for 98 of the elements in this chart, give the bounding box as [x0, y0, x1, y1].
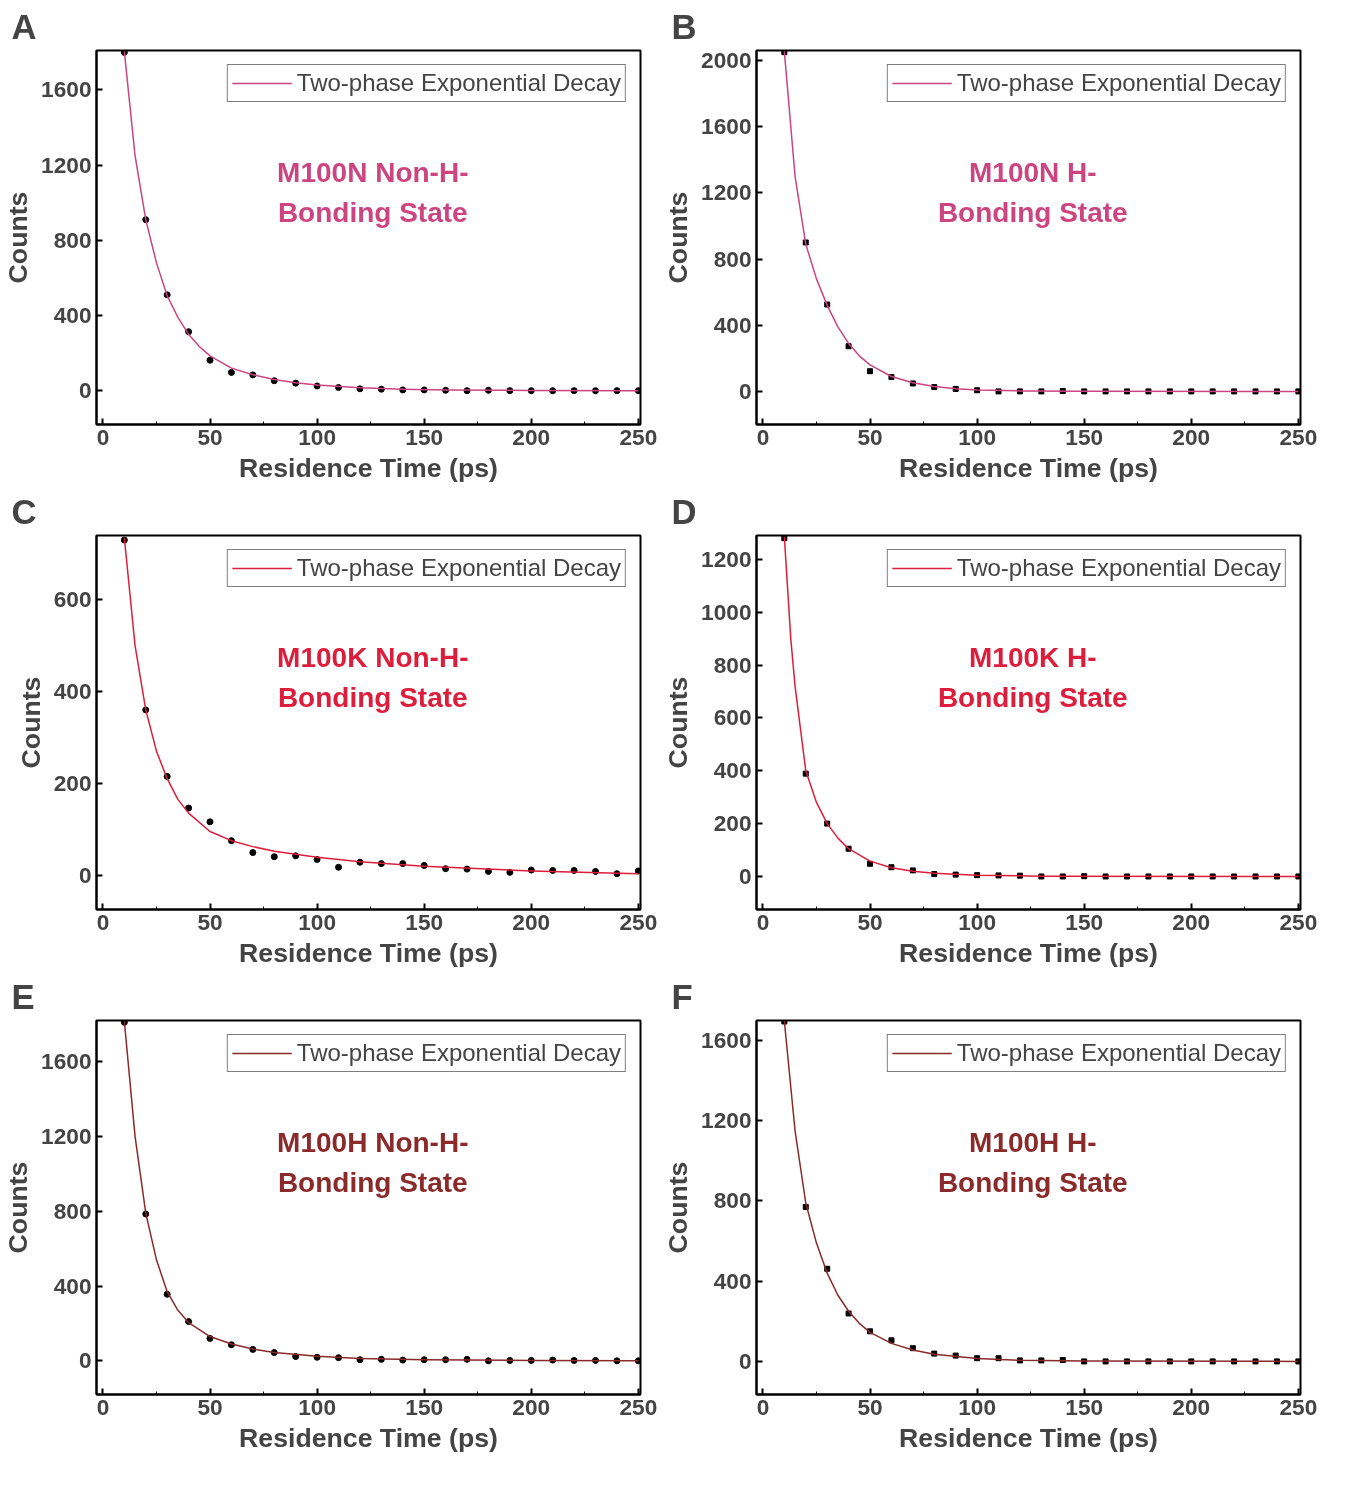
y-tick-label: 800 — [53, 226, 92, 253]
x-axis-title: Residence Time (ps) — [899, 1422, 1158, 1453]
x-axis-title: Residence Time (ps) — [239, 452, 498, 483]
x-tick-label: 250 — [619, 908, 658, 935]
x-tick-label: 50 — [197, 1393, 223, 1420]
y-axis-title: Counts — [3, 191, 34, 284]
y-axis-title: Counts — [663, 1161, 694, 1254]
x-tick-label: 50 — [857, 908, 883, 935]
y-tick-label: 800 — [713, 245, 752, 272]
y-tick-label: 1200 — [701, 545, 752, 572]
y-tick-label: 1600 — [41, 76, 92, 103]
x-tick-label: 250 — [1279, 908, 1318, 935]
y-tick-label: 800 — [53, 1197, 92, 1224]
x-tick-label: 250 — [619, 423, 658, 450]
x-tick-label: 50 — [197, 908, 223, 935]
y-tick-label: 800 — [713, 651, 752, 678]
x-tick-label: 150 — [1065, 908, 1104, 935]
y-tick-label: 1000 — [701, 598, 752, 625]
legend-label: Two-phase Exponential Decay — [296, 69, 621, 97]
y-tick-label: 600 — [713, 704, 752, 731]
y-tick-label: 400 — [713, 757, 752, 784]
x-tick-label: 0 — [756, 908, 770, 935]
annotation: M100K H- Bonding State — [937, 641, 1128, 714]
x-tick-label: 0 — [756, 1393, 770, 1420]
x-tick-label: 200 — [1172, 1393, 1211, 1420]
y-tick-label: 0 — [78, 861, 92, 888]
x-tick-label: 100 — [298, 908, 337, 935]
chart-title: B — [671, 7, 697, 46]
y-tick-label: 1200 — [701, 1107, 752, 1134]
x-tick-label: 100 — [958, 908, 997, 935]
y-tick-label: 1600 — [41, 1048, 92, 1075]
y-tick-label: 0 — [78, 1347, 92, 1374]
y-tick-label: 1200 — [701, 179, 752, 206]
chart-title: D — [671, 492, 697, 531]
chart-title: F — [671, 977, 693, 1016]
x-tick-label: 250 — [619, 1393, 658, 1420]
y-tick-label: 0 — [738, 862, 752, 889]
annotation: M100N H- Bonding State — [937, 156, 1128, 229]
y-tick-label: 1600 — [701, 113, 752, 140]
x-tick-label: 250 — [1279, 423, 1318, 450]
chart-title: A — [11, 7, 37, 46]
y-tick-label: 400 — [53, 1272, 92, 1299]
x-tick-label: 0 — [96, 908, 110, 935]
y-tick-label: 200 — [713, 810, 752, 837]
annotation: M100N Non-H- Bonding State — [277, 156, 469, 229]
x-tick-label: 250 — [1279, 1393, 1318, 1420]
y-tick-label: 400 — [53, 301, 92, 328]
x-tick-label: 200 — [512, 1393, 551, 1420]
legend-label: Two-phase Exponential Decay — [956, 554, 1281, 582]
y-tick-label: 0 — [738, 377, 752, 404]
legend-label: Two-phase Exponential Decay — [956, 1039, 1281, 1067]
x-axis-title: Residence Time (ps) — [899, 452, 1158, 483]
x-tick-label: 150 — [1065, 423, 1104, 450]
y-axis-title: Counts — [3, 1161, 34, 1254]
y-axis-title: Counts — [663, 191, 694, 284]
x-tick-label: 150 — [405, 908, 444, 935]
y-tick-label: 400 — [713, 311, 752, 338]
y-tick-label: 0 — [78, 377, 92, 404]
x-tick-label: 100 — [298, 1393, 337, 1420]
x-tick-label: 200 — [1172, 908, 1211, 935]
x-axis-title: Residence Time (ps) — [899, 937, 1158, 968]
x-tick-label: 100 — [298, 423, 337, 450]
x-tick-label: 200 — [512, 908, 551, 935]
legend-label: Two-phase Exponential Decay — [956, 69, 1281, 97]
x-tick-label: 0 — [96, 1393, 110, 1420]
x-tick-label: 0 — [756, 423, 770, 450]
x-axis-title: Residence Time (ps) — [239, 937, 498, 968]
legend-label: Two-phase Exponential Decay — [296, 554, 621, 582]
x-tick-label: 200 — [512, 423, 551, 450]
annotation: M100K Non-H- Bonding State — [277, 641, 469, 714]
y-tick-label: 1200 — [41, 1122, 92, 1149]
x-tick-label: 100 — [958, 1393, 997, 1420]
y-tick-label: 800 — [713, 1187, 752, 1214]
y-tick-label: 2000 — [701, 46, 752, 73]
x-tick-label: 50 — [197, 423, 223, 450]
y-tick-label: 600 — [53, 586, 92, 613]
x-tick-label: 150 — [405, 423, 444, 450]
x-tick-label: 200 — [1172, 423, 1211, 450]
y-tick-label: 0 — [738, 1347, 752, 1374]
y-tick-label: 400 — [713, 1267, 752, 1294]
x-tick-label: 0 — [96, 423, 110, 450]
y-axis-title: Counts — [663, 676, 694, 769]
x-axis-title: Residence Time (ps) — [239, 1422, 498, 1453]
x-tick-label: 150 — [1065, 1393, 1104, 1420]
annotation: M100H H- Bonding State — [937, 1126, 1128, 1199]
chart-title: E — [11, 977, 35, 1016]
y-tick-label: 200 — [53, 769, 92, 796]
x-tick-label: 100 — [958, 423, 997, 450]
y-axis-title: Counts — [15, 676, 46, 769]
legend-label: Two-phase Exponential Decay — [296, 1039, 621, 1067]
x-tick-label: 50 — [857, 1393, 883, 1420]
y-tick-label: 1600 — [701, 1027, 752, 1054]
y-tick-label: 400 — [53, 678, 92, 705]
chart-title: C — [11, 492, 37, 531]
x-tick-label: 150 — [405, 1393, 444, 1420]
annotation: M100H Non-H- Bonding State — [277, 1126, 469, 1199]
x-tick-label: 50 — [857, 423, 883, 450]
y-tick-label: 1200 — [41, 151, 92, 178]
